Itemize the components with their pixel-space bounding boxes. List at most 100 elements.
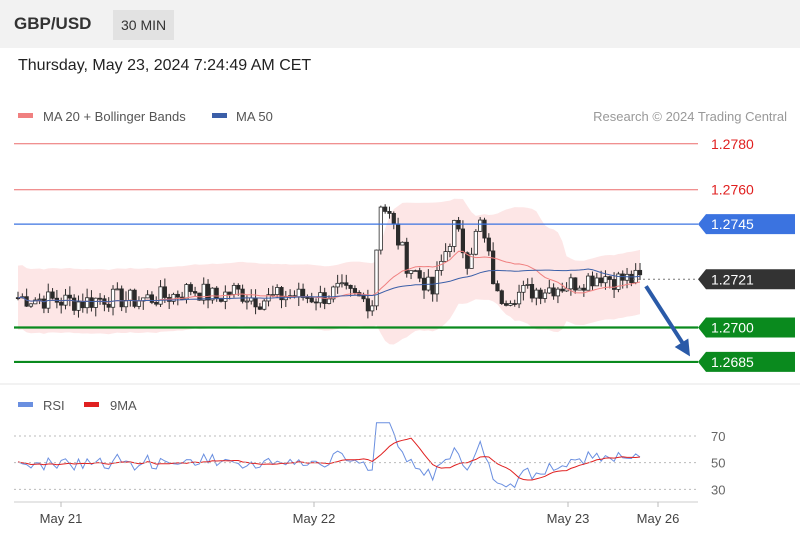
candle-body bbox=[80, 301, 85, 309]
candlestick bbox=[542, 289, 548, 303]
candlestick bbox=[205, 279, 211, 309]
candlestick bbox=[132, 288, 137, 309]
candle-body bbox=[508, 303, 513, 306]
ma50-legend-label: MA 50 bbox=[236, 109, 273, 124]
level-support: 1.2685 bbox=[14, 351, 795, 372]
candlestick bbox=[97, 293, 103, 305]
candlestick bbox=[192, 286, 198, 297]
candle-body bbox=[313, 301, 319, 304]
candlestick bbox=[581, 284, 586, 297]
candle-body bbox=[629, 273, 634, 284]
candlestick bbox=[348, 284, 353, 297]
candlestick bbox=[59, 297, 64, 314]
rsi-ma-line bbox=[17, 437, 641, 481]
candlestick bbox=[300, 283, 306, 301]
candlestick bbox=[465, 251, 470, 275]
candlestick bbox=[473, 229, 478, 256]
candle-body bbox=[93, 297, 98, 308]
candlestick bbox=[344, 274, 349, 290]
candle-body bbox=[590, 275, 595, 287]
candlestick bbox=[508, 300, 513, 307]
candle-body bbox=[443, 251, 448, 262]
candle-body bbox=[491, 250, 496, 285]
bollinger-band bbox=[18, 198, 640, 345]
candle-body bbox=[33, 299, 38, 305]
ma20-legend-swatch bbox=[18, 113, 33, 118]
candle-body bbox=[326, 298, 332, 304]
candle-body bbox=[132, 289, 137, 307]
candlestick bbox=[145, 290, 150, 299]
ma50-line bbox=[17, 268, 641, 303]
candlestick bbox=[551, 283, 556, 300]
candlestick bbox=[594, 272, 599, 287]
candle-body bbox=[300, 288, 306, 298]
candle-body bbox=[162, 286, 167, 298]
rsi-ma-legend-label: 9MA bbox=[110, 398, 137, 413]
candle-body bbox=[344, 282, 349, 286]
candle-body bbox=[594, 277, 599, 287]
candle-body bbox=[76, 301, 81, 311]
candlestick bbox=[162, 278, 167, 303]
forecast-arrow-group bbox=[644, 285, 690, 357]
candlestick bbox=[499, 289, 504, 305]
candlestick bbox=[491, 242, 496, 285]
rsi-tick-label: 70 bbox=[711, 429, 725, 444]
candlestick bbox=[154, 296, 159, 307]
candle-body bbox=[201, 283, 206, 301]
candle-body bbox=[586, 275, 591, 291]
candlestick bbox=[72, 294, 77, 315]
candle-body bbox=[331, 286, 336, 300]
candle-body bbox=[447, 246, 453, 252]
candlestick bbox=[413, 269, 418, 272]
candle-body bbox=[279, 287, 284, 301]
candle-body bbox=[573, 277, 578, 291]
candlestick bbox=[469, 247, 474, 269]
candlestick bbox=[503, 300, 509, 307]
candlestick bbox=[577, 285, 582, 291]
candlestick bbox=[426, 269, 431, 292]
candle-body bbox=[452, 219, 457, 247]
candle-body bbox=[236, 284, 241, 290]
candle-body bbox=[85, 297, 90, 309]
timeframe-badge[interactable]: 30 MIN bbox=[113, 10, 175, 40]
candlestick bbox=[495, 280, 500, 292]
candlestick bbox=[378, 205, 383, 255]
candlestick bbox=[89, 290, 94, 312]
candle-body bbox=[525, 284, 530, 286]
candle-body bbox=[352, 288, 358, 293]
candlestick bbox=[110, 285, 116, 316]
candle-body bbox=[581, 287, 586, 291]
candle-body bbox=[67, 294, 72, 299]
candle-body bbox=[335, 282, 340, 288]
key-levels: 1.2780 1.2760 1.2745 1.2721 1.2700 1.2685 bbox=[14, 136, 795, 372]
candlestick bbox=[417, 267, 422, 283]
candlestick bbox=[115, 282, 120, 291]
candle-body bbox=[97, 297, 103, 300]
rsi-tick-label: 50 bbox=[711, 456, 725, 471]
candle-body bbox=[192, 291, 198, 294]
candlestick bbox=[447, 243, 453, 258]
timestamp: Thursday, May 23, 2024 7:24:49 AM CET bbox=[18, 57, 312, 74]
candle-body bbox=[460, 228, 466, 254]
candlestick bbox=[452, 219, 457, 253]
candlestick bbox=[568, 273, 573, 296]
candlestick bbox=[262, 299, 267, 311]
candle-body bbox=[309, 297, 314, 303]
candlestick bbox=[616, 271, 621, 293]
currency-pair-title: GBP/USD bbox=[14, 14, 92, 33]
candlestick bbox=[149, 291, 155, 305]
candlestick bbox=[486, 233, 491, 256]
candle-body bbox=[365, 298, 370, 312]
candle-body bbox=[106, 303, 111, 308]
candle-body bbox=[529, 284, 535, 299]
candle-body bbox=[603, 276, 608, 284]
forecast-arrow-head bbox=[674, 338, 690, 357]
candle-body bbox=[478, 219, 483, 232]
candle-body bbox=[145, 294, 150, 299]
candlestick bbox=[93, 297, 98, 317]
candlestick bbox=[41, 295, 47, 314]
candlestick bbox=[408, 270, 414, 280]
candle-body bbox=[378, 206, 383, 251]
candle-body bbox=[175, 293, 180, 298]
